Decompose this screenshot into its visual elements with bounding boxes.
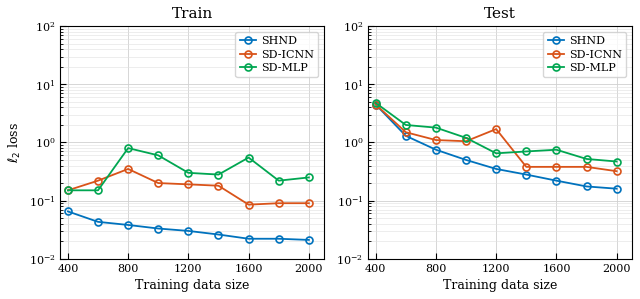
SHND	[462, 158, 470, 162]
Legend: SHND, SD-ICNN, SD-MLP: SHND, SD-ICNN, SD-MLP	[236, 32, 318, 77]
SHND	[275, 237, 283, 240]
SHND	[64, 210, 72, 213]
SD-ICNN	[244, 203, 252, 206]
SD-ICNN	[432, 138, 440, 142]
SD-ICNN	[184, 183, 192, 186]
SHND	[154, 227, 162, 230]
SD-ICNN	[552, 165, 560, 169]
SD-MLP	[462, 136, 470, 140]
Line: SD-MLP: SD-MLP	[65, 145, 312, 194]
SHND	[492, 167, 500, 171]
SD-MLP	[522, 150, 530, 153]
SD-ICNN	[492, 127, 500, 131]
SHND	[612, 187, 620, 190]
SD-ICNN	[94, 179, 102, 182]
SD-ICNN	[522, 165, 530, 169]
SD-MLP	[64, 189, 72, 192]
SD-ICNN	[402, 130, 410, 134]
SD-MLP	[612, 160, 620, 163]
SD-MLP	[402, 123, 410, 127]
SD-MLP	[214, 173, 222, 176]
SHND	[522, 173, 530, 176]
SHND	[582, 185, 590, 188]
SD-MLP	[582, 157, 590, 161]
SD-ICNN	[582, 165, 590, 169]
SD-ICNN	[305, 202, 313, 205]
SHND	[244, 237, 252, 240]
SHND	[402, 134, 410, 138]
Line: SD-ICNN: SD-ICNN	[65, 165, 312, 208]
SD-MLP	[94, 189, 102, 192]
SHND	[214, 233, 222, 236]
SD-ICNN	[64, 189, 72, 192]
Line: SD-ICNN: SD-ICNN	[372, 101, 620, 175]
SD-MLP	[372, 101, 380, 105]
SD-MLP	[154, 154, 162, 157]
SD-MLP	[244, 156, 252, 159]
SD-ICNN	[275, 202, 283, 205]
SD-ICNN	[462, 139, 470, 143]
X-axis label: Training data size: Training data size	[135, 279, 250, 292]
Title: Train: Train	[172, 7, 212, 21]
SHND	[305, 238, 313, 242]
X-axis label: Training data size: Training data size	[443, 279, 557, 292]
SD-ICNN	[612, 170, 620, 173]
SD-MLP	[275, 179, 283, 182]
SD-MLP	[305, 176, 313, 179]
Y-axis label: $\ell_2$ loss: $\ell_2$ loss	[7, 122, 23, 163]
SHND	[432, 148, 440, 152]
Line: SHND: SHND	[372, 101, 620, 192]
Title: Test: Test	[484, 7, 516, 21]
SD-MLP	[552, 148, 560, 152]
Line: SD-MLP: SD-MLP	[372, 99, 620, 165]
SD-MLP	[124, 146, 132, 150]
SHND	[372, 103, 380, 106]
SD-ICNN	[154, 181, 162, 185]
SD-MLP	[492, 152, 500, 155]
SD-ICNN	[214, 184, 222, 187]
Legend: SHND, SD-ICNN, SD-MLP: SHND, SD-ICNN, SD-MLP	[543, 32, 626, 77]
SHND	[184, 229, 192, 233]
SD-MLP	[432, 126, 440, 129]
SD-MLP	[184, 171, 192, 175]
SHND	[124, 223, 132, 227]
SHND	[552, 179, 560, 182]
Line: SHND: SHND	[65, 208, 312, 243]
SD-ICNN	[372, 103, 380, 106]
SHND	[94, 220, 102, 224]
SD-ICNN	[124, 167, 132, 171]
